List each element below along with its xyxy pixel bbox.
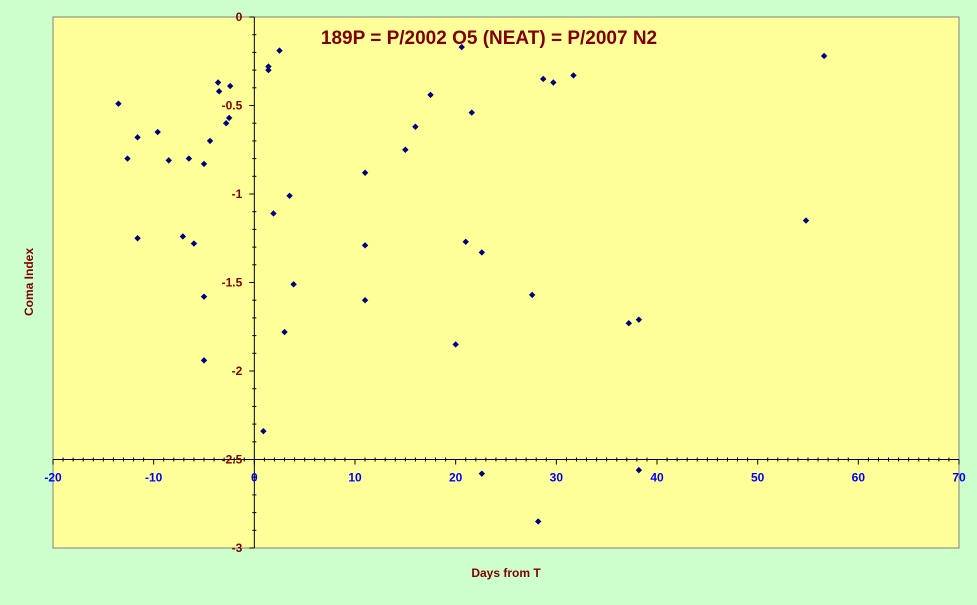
data-point <box>802 217 810 224</box>
x-tick-label: 40 <box>650 471 664 485</box>
data-point <box>528 291 536 299</box>
x-tick-label: 70 <box>952 471 966 485</box>
y-tick-label: -1 <box>232 187 243 201</box>
data-point <box>458 43 465 51</box>
data-point <box>190 240 198 247</box>
y-tick-label: 0 <box>236 10 243 24</box>
data-point <box>134 235 141 242</box>
data-point <box>550 79 557 86</box>
data-point <box>570 72 577 79</box>
data-point <box>226 82 234 90</box>
plot-area <box>52 16 960 549</box>
data-point <box>361 242 369 249</box>
x-tick-label: 20 <box>449 471 463 485</box>
data-point <box>165 157 172 164</box>
data-point <box>134 134 141 141</box>
data-point <box>179 233 187 240</box>
data-point <box>468 109 475 116</box>
data-points <box>115 43 828 525</box>
data-point <box>286 192 293 199</box>
data-point <box>535 518 542 525</box>
chart-title: 189P = P/2002 O5 (NEAT) = P/2007 N2 <box>321 28 657 49</box>
data-point <box>635 316 643 323</box>
y-tick-label: -1.5 <box>222 276 243 290</box>
data-point <box>260 427 267 435</box>
x-tick-label: -10 <box>145 471 163 485</box>
data-point <box>402 146 409 153</box>
data-point <box>540 75 547 83</box>
data-point <box>462 238 469 245</box>
y-tick-label: -0.5 <box>222 99 243 113</box>
x-tick-label: 30 <box>550 471 564 485</box>
y-axis-title: Coma Index <box>22 248 36 316</box>
data-point <box>290 281 297 288</box>
x-tick-label: 50 <box>751 471 765 485</box>
data-point <box>215 88 223 95</box>
data-point <box>200 293 208 300</box>
data-point <box>270 210 277 217</box>
x-tick-label: -20 <box>44 471 62 485</box>
data-point <box>478 249 486 256</box>
data-point <box>427 91 434 99</box>
y-tick-label: -3 <box>232 541 243 555</box>
data-point <box>214 79 222 86</box>
data-point <box>115 100 122 107</box>
data-point <box>206 137 214 145</box>
data-point <box>625 320 633 327</box>
data-point <box>361 297 369 304</box>
x-tick-label: 10 <box>348 471 362 485</box>
data-point <box>200 357 208 364</box>
data-point <box>412 123 419 130</box>
data-point <box>281 328 288 336</box>
data-point <box>452 341 459 348</box>
data-point <box>361 169 369 176</box>
data-point <box>200 160 208 168</box>
data-point <box>154 128 161 136</box>
data-point <box>265 63 272 70</box>
axes: -20 -10 0 10 20 30 40 50 60 700-0.5-1-1.5-2-2.5-3 <box>44 10 966 555</box>
data-point <box>222 120 230 127</box>
data-point <box>276 47 283 54</box>
data-point <box>635 466 643 474</box>
data-point <box>478 470 486 477</box>
data-point <box>225 114 233 122</box>
data-point <box>265 66 272 74</box>
x-tick-label: 60 <box>852 471 866 485</box>
x-axis-title: Days from T <box>471 566 541 580</box>
y-tick-label: -2 <box>232 364 243 378</box>
y-tick-label: -2.5 <box>222 453 243 467</box>
data-point <box>185 155 193 162</box>
data-point <box>820 52 828 60</box>
data-point <box>124 155 131 162</box>
